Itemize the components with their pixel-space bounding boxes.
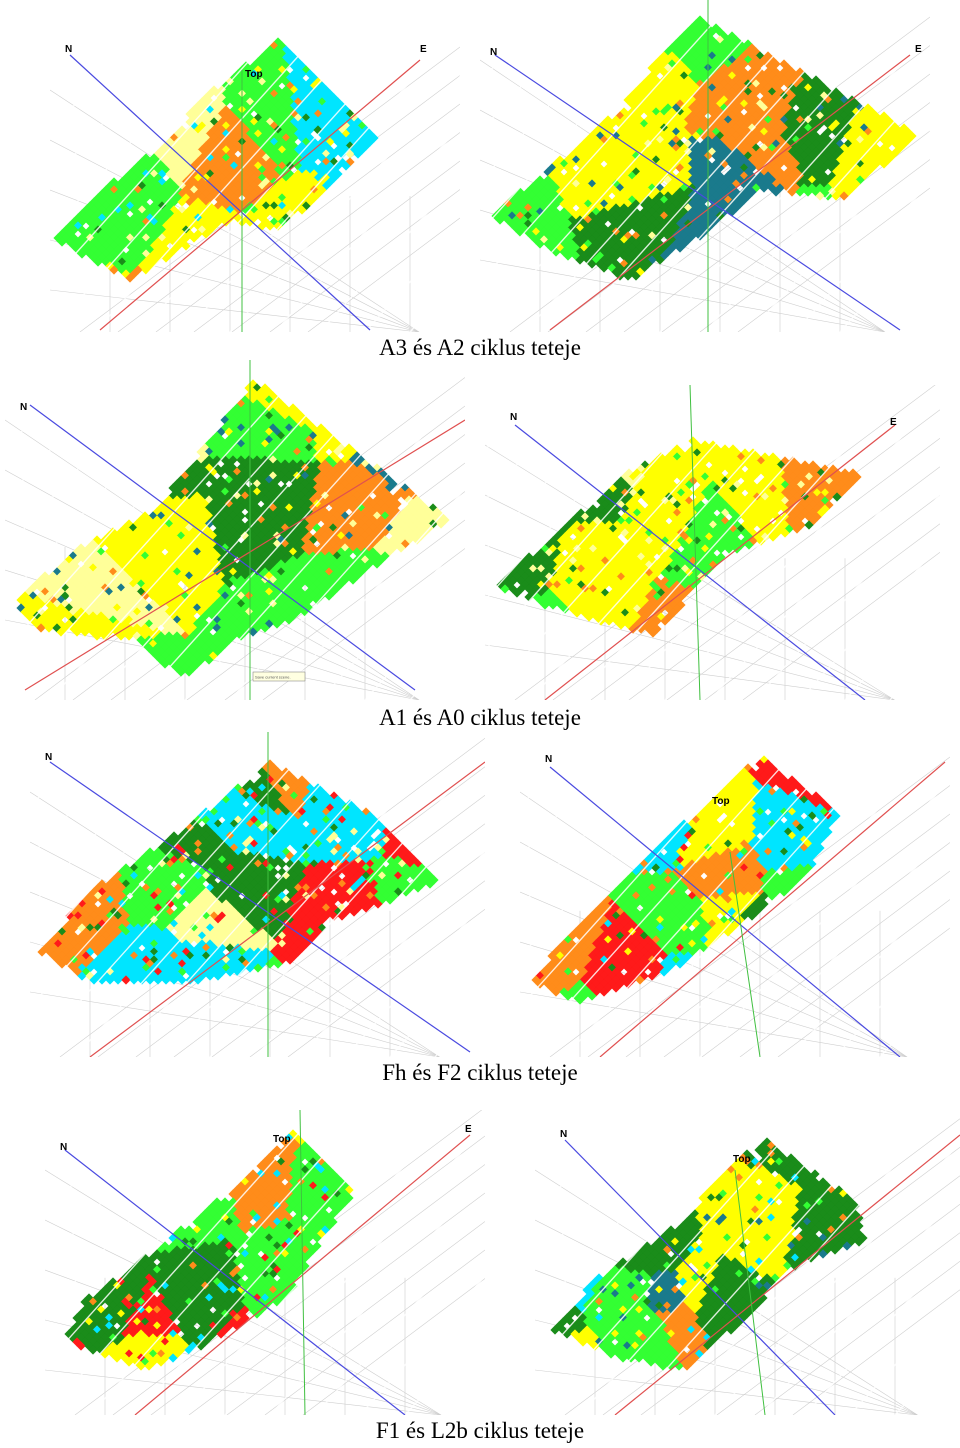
axis-lines bbox=[494, 0, 911, 332]
east-axis-line bbox=[549, 54, 911, 331]
caption-row-1: A3 és A2 ciklus teteje bbox=[379, 335, 581, 360]
vertical-axis-line bbox=[729, 851, 761, 1057]
east-label: E bbox=[465, 1124, 472, 1135]
vertical-axis-line bbox=[689, 385, 701, 700]
map-gridlines bbox=[45, 1110, 485, 1415]
north-label: N bbox=[560, 1129, 567, 1140]
north-axis-line bbox=[64, 1149, 406, 1415]
map-gridlines bbox=[485, 385, 940, 700]
axis-lines bbox=[64, 1110, 471, 1415]
north-label: N bbox=[20, 402, 27, 413]
east-axis-line bbox=[89, 761, 485, 1057]
east-axis-line bbox=[544, 424, 896, 700]
map-panel-fh: N bbox=[30, 732, 485, 1057]
map-l2b-svg: N Top bbox=[535, 1110, 960, 1415]
facies-cells bbox=[531, 755, 841, 1005]
east-label: E bbox=[420, 44, 427, 55]
map-panel-l2b: N Top bbox=[535, 1110, 960, 1415]
top-label: Top bbox=[712, 796, 730, 807]
vertical-axis-line bbox=[734, 1169, 766, 1415]
map-fh-svg: N bbox=[30, 732, 485, 1057]
east-label: E bbox=[915, 44, 922, 55]
axis-lines bbox=[69, 54, 421, 332]
east-label: E bbox=[890, 417, 897, 428]
axis-lines bbox=[514, 385, 896, 700]
map-panel-a3: N E Top bbox=[50, 30, 460, 332]
map-gridlines bbox=[535, 1110, 960, 1415]
map-panel-a1: N Save current scene. bbox=[5, 360, 465, 700]
map-gridlines bbox=[30, 732, 485, 1057]
east-axis-line bbox=[614, 1134, 960, 1415]
axis-lines bbox=[564, 1134, 960, 1415]
north-label: N bbox=[490, 47, 497, 58]
north-label: N bbox=[545, 754, 552, 765]
east-axis-line bbox=[24, 419, 465, 691]
north-axis-line bbox=[49, 761, 471, 1053]
map-f1-svg: N E Top bbox=[45, 1110, 485, 1415]
north-label: N bbox=[45, 752, 52, 763]
north-axis-line bbox=[29, 404, 416, 691]
save-scene-tooltip: Save current scene. bbox=[252, 671, 306, 682]
north-label: N bbox=[510, 412, 517, 423]
facies-cells bbox=[16, 379, 450, 677]
north-label: N bbox=[60, 1142, 67, 1153]
north-label: N bbox=[65, 44, 72, 55]
axis-lines bbox=[24, 360, 465, 700]
top-label: Top bbox=[273, 1134, 291, 1145]
caption-row-3: Fh és F2 ciklus teteje bbox=[382, 1060, 578, 1085]
facies-cells bbox=[37, 759, 439, 985]
map-a1-svg: N Save current scene. bbox=[5, 360, 465, 700]
axis-lines bbox=[49, 732, 485, 1057]
map-gridlines bbox=[50, 30, 460, 332]
facies-cells bbox=[496, 436, 862, 638]
north-axis-line bbox=[514, 424, 866, 700]
save-scene-tooltip-text: Save current scene. bbox=[255, 675, 291, 680]
east-axis-line bbox=[99, 59, 421, 331]
caption-row-2: A1 és A0 ciklus teteje bbox=[379, 705, 581, 730]
top-label: Top bbox=[733, 1154, 751, 1165]
map-panel-f1: N E Top bbox=[45, 1110, 485, 1415]
facies-cells bbox=[64, 1129, 354, 1371]
map-a3-svg: N E Top bbox=[50, 30, 460, 332]
top-label: Top bbox=[245, 69, 263, 80]
east-axis-line bbox=[599, 761, 946, 1057]
map-panel-f2: N Top bbox=[520, 732, 950, 1057]
map-gridlines bbox=[5, 360, 465, 700]
facies-cells bbox=[53, 37, 379, 283]
map-gridlines bbox=[520, 732, 950, 1057]
north-axis-line bbox=[549, 766, 901, 1057]
north-axis-line bbox=[494, 54, 901, 331]
map-f2-svg: N Top bbox=[520, 732, 950, 1057]
caption-row-4: F1 és L2b ciklus teteje bbox=[375, 1418, 585, 1443]
north-axis-line bbox=[69, 54, 371, 331]
facies-cells bbox=[491, 15, 917, 281]
north-axis-line bbox=[564, 1139, 836, 1415]
axis-lines bbox=[549, 761, 946, 1057]
vertical-axis-line bbox=[299, 1110, 306, 1415]
